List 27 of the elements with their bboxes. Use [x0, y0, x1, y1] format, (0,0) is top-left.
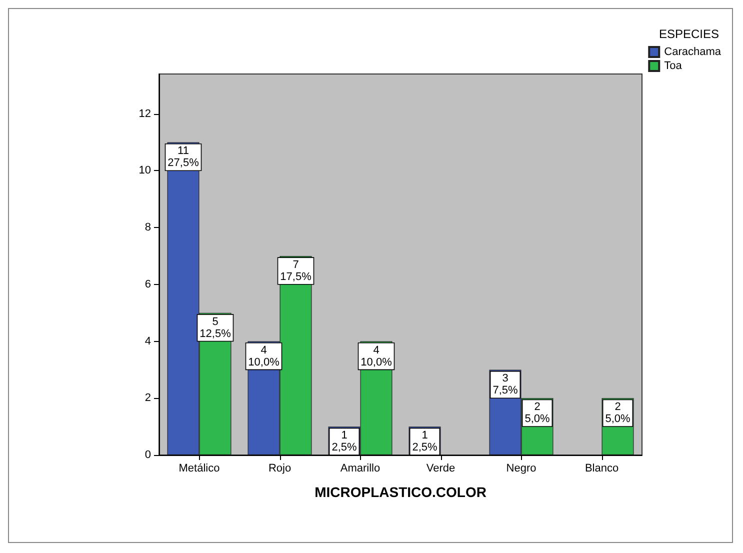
x-tick-label: Negro: [506, 462, 536, 474]
x-tick-label: Metálico: [178, 462, 220, 474]
y-tick-label: 8: [144, 222, 151, 234]
data-label: 2 5,0%: [524, 401, 550, 426]
y-tick-label: 10: [138, 164, 151, 177]
y-tick-label: 6: [144, 278, 151, 290]
data-label: 2 5,0%: [605, 401, 630, 426]
legend-title: ESPECIES: [658, 27, 720, 41]
x-tick-label: Amarillo: [340, 462, 380, 474]
data-label: 1 2,5%: [332, 430, 357, 454]
legend-label: Toa: [664, 60, 683, 72]
y-tick-label: 0: [144, 449, 151, 461]
data-label: 5 12,5%: [200, 316, 232, 340]
legend-label: Carachama: [664, 46, 722, 58]
data-label: 3 7,5%: [492, 372, 518, 397]
y-tick-label: 4: [144, 335, 151, 348]
data-label: 4 10,0%: [248, 344, 280, 368]
x-tick-label: Blanco: [584, 462, 619, 474]
x-tick-label: Rojo: [268, 462, 292, 474]
x-axis-title: MICROPLASTICO.COLOR: [314, 484, 486, 500]
data-label: 1 2,5%: [412, 430, 438, 454]
x-tick-label: Verde: [426, 462, 456, 474]
data-label: 4 10,0%: [360, 344, 392, 368]
data-label: 11 27,5%: [168, 145, 200, 170]
y-tick-label: 2: [144, 392, 151, 404]
data-label: 7 17,5%: [280, 258, 312, 283]
y-tick-label: 12: [138, 108, 151, 120]
